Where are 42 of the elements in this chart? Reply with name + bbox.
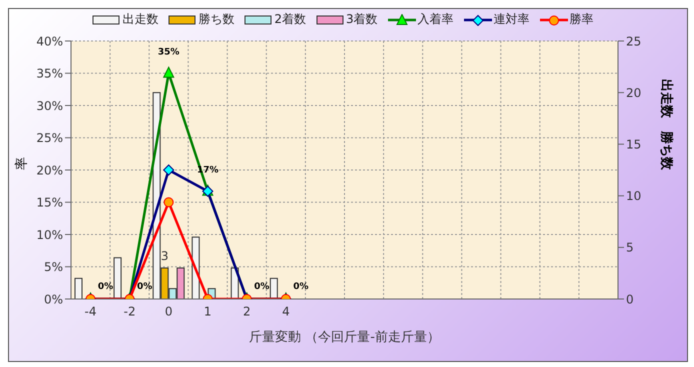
y-tick-label: 5% [44, 260, 63, 274]
y-tick-label: 0% [44, 292, 63, 306]
y-tick-label: 30% [36, 98, 63, 113]
y-tick-label: 10% [36, 228, 63, 242]
x-tick-label: 4 [282, 304, 290, 319]
bar [270, 278, 278, 299]
y-tick-label: 20% [36, 163, 63, 178]
y-tick-label: 15% [36, 196, 63, 210]
y2-tick-label: 5 [626, 240, 634, 255]
bar [114, 257, 122, 299]
data-label: 0% [98, 282, 114, 292]
y2-tick-label: 10 [626, 189, 642, 204]
x-tick-label: -4 [84, 304, 97, 319]
legend-label: 勝率 [570, 11, 594, 28]
x-axis-title: 斤量変動 （今回斤量-前走斤量） [249, 329, 440, 345]
x-tick-label: 0 [164, 304, 172, 319]
point [163, 164, 174, 176]
legend-label: 3着数 [346, 11, 378, 28]
data-label: 35% [158, 47, 180, 58]
y-axis-title: 率 [14, 157, 30, 170]
data-label: 0% [293, 282, 309, 292]
data-label: 0% [254, 282, 270, 292]
legend-label: 勝ち数 [198, 11, 234, 28]
legend-label: 入着率 [418, 11, 454, 28]
y2-tick-label: 25 [626, 34, 642, 48]
y2-axis-title: 出走数 勝ち数 [658, 79, 674, 171]
x-tick-label: -2 [124, 304, 136, 319]
point [164, 197, 174, 208]
data-label: 3 [160, 249, 168, 264]
y-tick-label: 25% [36, 131, 63, 146]
y2-tick-label: 0 [626, 292, 634, 306]
data-label: 0% [136, 282, 152, 292]
x-tick-label: 1 [204, 304, 212, 319]
legend-label: 出走数 [122, 11, 158, 28]
y2-tick-label: 15 [626, 137, 642, 152]
y-tick-label: 40% [36, 34, 63, 48]
y-tick-label: 35% [36, 66, 63, 81]
legend-label: 連対率 [494, 11, 530, 28]
bar [74, 278, 82, 299]
x-tick-label: 2 [243, 304, 251, 319]
legend-label: 2着数 [274, 11, 306, 28]
y2-tick-label: 20 [626, 86, 642, 100]
